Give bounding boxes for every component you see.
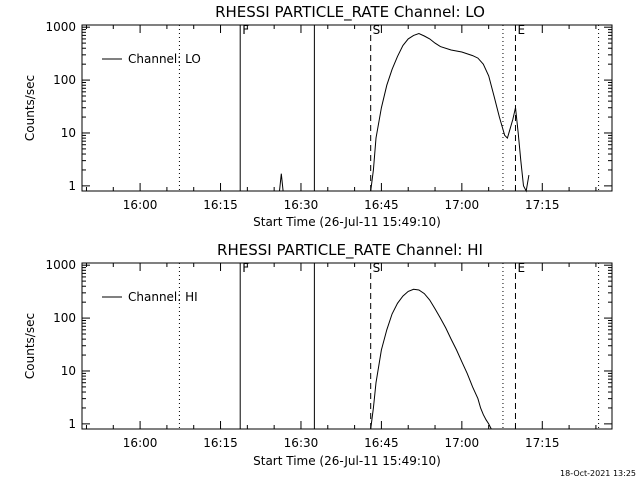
event-marker-label-hi: S [373,261,381,275]
y-tick-label-hi: 1000 [45,258,76,272]
y-tick-label-hi: 100 [53,311,76,325]
x-tick-label-hi: 16:15 [203,436,238,450]
y-axis-label-hi: Counts/sec [23,313,37,379]
x-tick-label-hi: 17:00 [445,436,480,450]
x-axis-label-lo: Start Time (26-Jul-11 15:49:10) [253,215,441,229]
x-tick-label-hi: 16:45 [364,436,399,450]
timestamp: 18-Oct-2021 13:25 [560,469,636,478]
y-tick-label-lo: 1 [68,179,76,193]
panel-hi: RHESSI PARTICLE_RATE Channel: HI Start T… [23,241,613,468]
y-tick-label-lo: 10 [61,126,76,140]
event-marker-label-lo: E [517,23,525,37]
panel-lo: RHESSI PARTICLE_RATE Channel: LO Start T… [23,3,613,229]
chart-title-hi: RHESSI PARTICLE_RATE Channel: HI [217,241,483,260]
x-tick-label-lo: 17:00 [445,198,480,212]
plot-frame-lo [81,24,613,192]
x-tick-label-lo: 16:00 [123,198,158,212]
x-tick-label-lo: 16:45 [364,198,399,212]
event-marker-label-lo: F [242,23,249,37]
x-tick-label-lo: 16:15 [203,198,238,212]
legend-label-lo: Channel: LO [128,52,201,66]
y-tick-label-hi: 10 [61,364,76,378]
traces-hi [370,288,492,430]
x-tick-label-lo: 16:30 [284,198,319,212]
series-line-hi [370,288,492,430]
x-tick-label-hi: 16:00 [123,436,158,450]
x-ticks-lo: 16:00 16:15 16:30 16:45 17:00 17:15 [85,25,597,212]
legend-label-hi: Channel: HI [128,290,198,304]
event-marker-label-hi: F [242,261,249,275]
y-tick-label-hi: 1 [68,417,76,431]
x-tick-label-hi: 16:30 [284,436,319,450]
chart-title-lo: RHESSI PARTICLE_RATE Channel: LO [215,3,485,22]
event-marker-label-hi: E [517,261,525,275]
y-axis-label-lo: Counts/sec [23,75,37,141]
x-axis-label-hi: Start Time (26-Jul-11 15:49:10) [253,454,441,468]
y-ticks-lo: 1 10 100 1000 [45,20,612,193]
x-ticks-hi: 16:00 16:15 16:30 16:45 17:00 17:15 [85,263,597,450]
x-tick-label-hi: 17:15 [525,436,560,450]
event-marker-label-lo: S [373,23,381,37]
traces-lo [279,32,530,193]
series-line-lo [279,32,530,193]
y-tick-label-lo: 1000 [45,20,76,34]
x-tick-label-lo: 17:15 [525,198,560,212]
y-tick-label-lo: 100 [53,73,76,87]
plot-frame-hi [81,262,613,430]
y-ticks-hi: 1 10 100 1000 [45,258,612,431]
